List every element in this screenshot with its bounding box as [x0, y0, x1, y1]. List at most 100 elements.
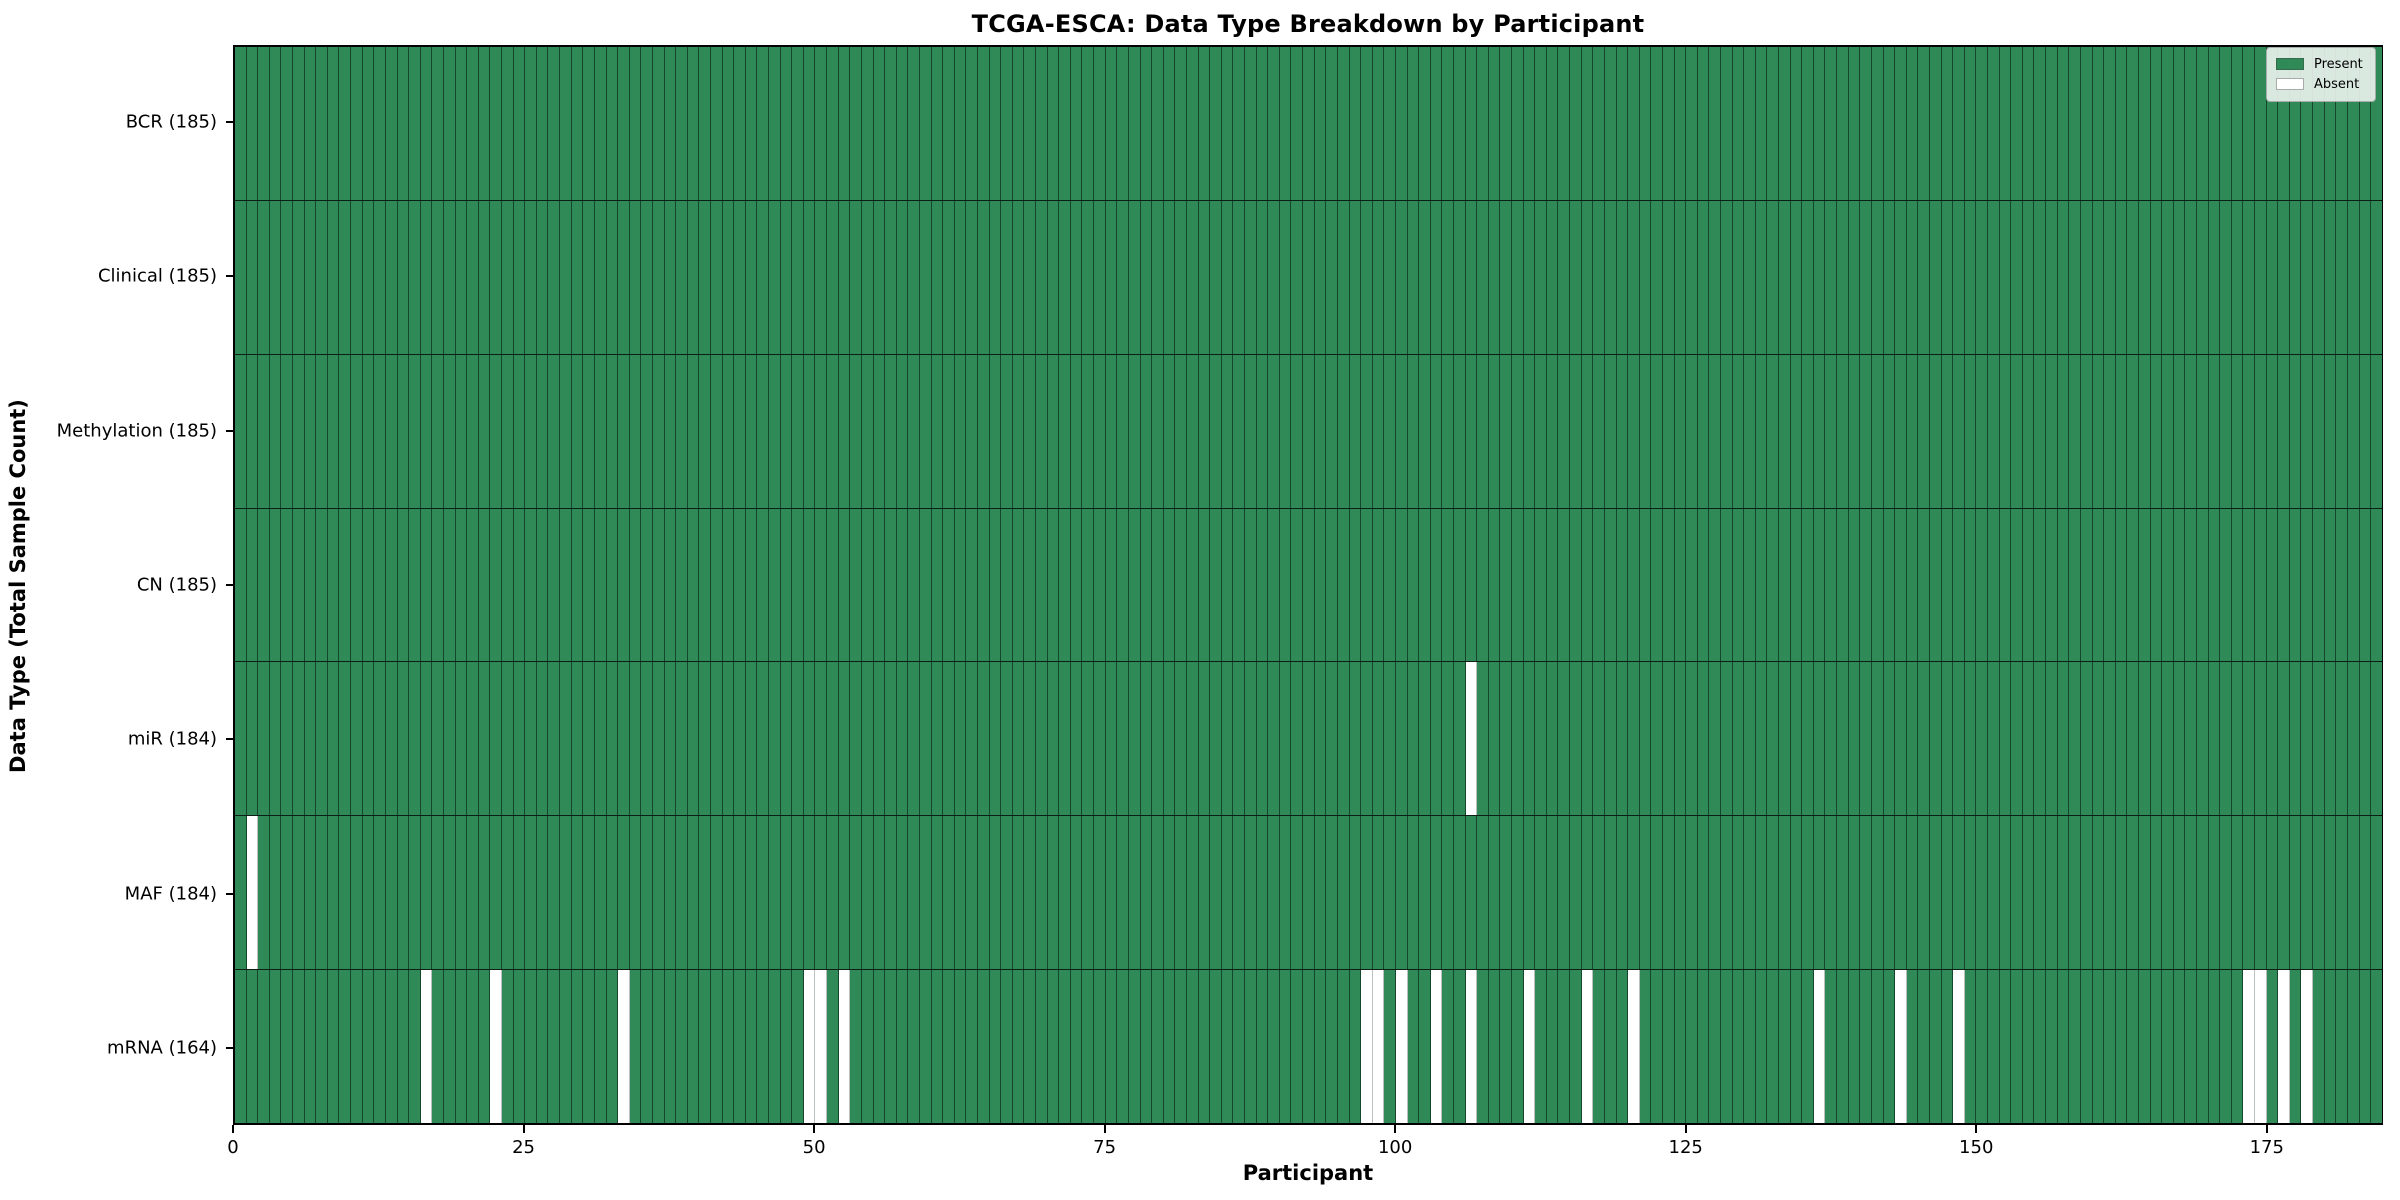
heatmap-cell	[1430, 354, 1443, 508]
heatmap-cell	[1604, 662, 1617, 816]
heatmap-cell	[351, 970, 363, 1124]
heatmap-cell	[815, 200, 828, 354]
heatmap-cell	[420, 662, 433, 816]
heatmap-cell	[1117, 816, 1129, 970]
heatmap-cell	[293, 508, 305, 662]
heatmap-cell	[2278, 200, 2290, 354]
heatmap-cell	[989, 662, 1002, 816]
heatmap-cell	[490, 970, 503, 1124]
heatmap-cell	[1918, 970, 1930, 1124]
heatmap-cell	[792, 47, 804, 200]
heatmap-cell	[1686, 662, 1698, 816]
heatmap-cell	[1929, 47, 1942, 200]
heatmap-cell	[513, 354, 526, 508]
heatmap-cell	[1361, 816, 1373, 970]
heatmap-cell	[1802, 508, 1814, 662]
heatmap-cell	[850, 816, 862, 970]
heatmap-cell	[1128, 354, 1141, 508]
heatmap-cell	[1895, 508, 1907, 662]
heatmap-cell	[2220, 508, 2232, 662]
heatmap-cell	[629, 970, 642, 1124]
heatmap-cell	[385, 47, 398, 200]
heatmap-cell	[2162, 508, 2174, 662]
heatmap-cell	[2034, 970, 2047, 1124]
heatmap-cell	[1628, 970, 1640, 1124]
heatmap-cell	[548, 816, 561, 970]
heatmap-cell	[327, 816, 340, 970]
heatmap-cell	[2208, 662, 2221, 816]
heatmap-cell	[896, 354, 909, 508]
heatmap-cell	[699, 970, 711, 1124]
heatmap-cell	[676, 970, 688, 1124]
heatmap-cell	[420, 200, 433, 354]
heatmap-cell	[1488, 508, 1501, 662]
heatmap-cell	[1964, 508, 1977, 662]
heatmap-cell	[1001, 354, 1013, 508]
heatmap-cell	[1453, 508, 1466, 662]
heatmap-cell	[1953, 200, 1965, 354]
heatmap-cell	[2231, 816, 2244, 970]
heatmap-cell	[1175, 970, 1187, 1124]
heatmap-cell	[513, 200, 526, 354]
heatmap-cell	[2011, 662, 2023, 816]
heatmap-cell	[2324, 354, 2337, 508]
heatmap-cell	[873, 200, 886, 354]
heatmap-cell	[1628, 816, 1640, 970]
heatmap-cell	[710, 508, 723, 662]
heatmap-cell	[931, 970, 944, 1124]
heatmap-cell	[397, 47, 410, 200]
heatmap-cell	[2371, 200, 2382, 354]
heatmap-cell	[1094, 354, 1106, 508]
heatmap-cell	[560, 47, 572, 200]
heatmap-cell	[432, 970, 444, 1124]
heatmap-cell	[978, 47, 990, 200]
heatmap-cell	[699, 508, 711, 662]
heatmap-cell	[2231, 662, 2244, 816]
heatmap-cell	[1442, 47, 1454, 200]
heatmap-cell	[1616, 508, 1629, 662]
heatmap-cell	[1929, 816, 1942, 970]
heatmap-cell	[2243, 662, 2256, 816]
heatmap-cell	[1906, 47, 1919, 200]
heatmap-cell	[2011, 47, 2023, 200]
heatmap-cell	[1570, 47, 1582, 200]
heatmap-cell	[699, 354, 711, 508]
heatmap-cell	[2127, 816, 2139, 970]
heatmap-cell	[351, 662, 363, 816]
heatmap-cell	[1535, 970, 1547, 1124]
heatmap-cell	[2185, 508, 2197, 662]
heatmap-cell	[2069, 970, 2081, 1124]
heatmap-cell	[1488, 47, 1501, 200]
heatmap-cell	[1721, 354, 1733, 508]
heatmap-cell	[502, 662, 514, 816]
heatmap-cell	[2313, 970, 2325, 1124]
heatmap-cell	[1152, 970, 1164, 1124]
heatmap-cell	[362, 662, 375, 816]
heatmap-cell	[2301, 508, 2314, 662]
heatmap-cell	[1465, 970, 1478, 1124]
heatmap-cell	[1639, 47, 1652, 200]
heatmap-cell	[2127, 662, 2139, 816]
heatmap-cell	[1372, 354, 1385, 508]
heatmap-cell	[2278, 47, 2290, 200]
heatmap-cell	[1500, 354, 1513, 508]
heatmap-cell	[432, 508, 444, 662]
heatmap-cell	[722, 662, 735, 816]
heatmap-cell	[966, 508, 978, 662]
heatmap-cell	[1558, 47, 1571, 200]
heatmap-cell	[2324, 662, 2337, 816]
heatmap-cell	[1558, 662, 1571, 816]
heatmap-cell	[351, 200, 363, 354]
heatmap-cell	[1047, 662, 1060, 816]
heatmap-cell	[1453, 47, 1466, 200]
heatmap-cell	[1152, 354, 1164, 508]
heatmap-cell	[490, 508, 503, 662]
heatmap-cell	[861, 970, 874, 1124]
heatmap-cell	[502, 816, 514, 970]
heatmap-cell	[641, 508, 653, 662]
heatmap-cell	[629, 47, 642, 200]
heatmap-cell	[339, 354, 352, 508]
heatmap-cell	[1407, 47, 1420, 200]
heatmap-cell	[1871, 200, 1884, 354]
heatmap-cell	[1837, 354, 1849, 508]
